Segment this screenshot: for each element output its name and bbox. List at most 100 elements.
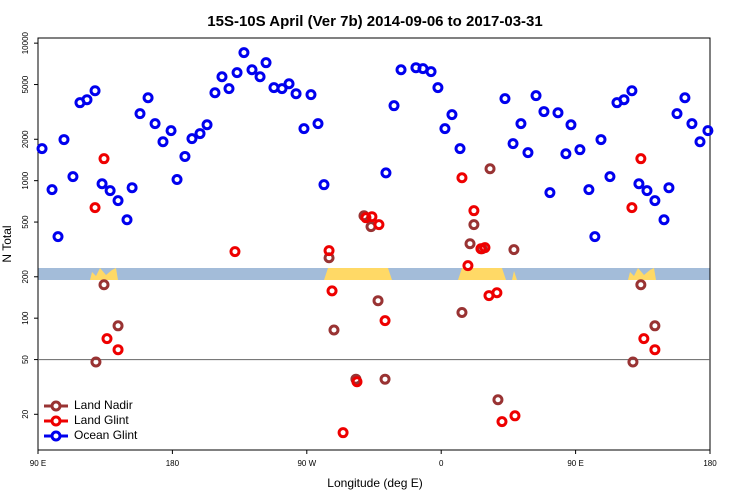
point [565, 119, 577, 131]
point [439, 123, 451, 135]
point [395, 64, 407, 76]
legend-marker [50, 430, 62, 442]
land-strip [628, 268, 656, 280]
x-tick-label: 90 E [567, 459, 583, 468]
x-tick-label: 90 E [30, 459, 46, 468]
legend-marker [50, 415, 62, 427]
point [305, 89, 317, 101]
point [238, 47, 250, 59]
y-tick-label: 50 [21, 355, 30, 364]
point [649, 344, 661, 356]
point [635, 279, 647, 291]
point [522, 147, 534, 159]
x-tick-label: 90 W [297, 459, 316, 468]
point [702, 125, 714, 137]
surface-strip [38, 268, 710, 280]
point [165, 125, 177, 137]
y-tick-label: 500 [21, 215, 30, 229]
point [499, 93, 511, 105]
point [112, 195, 124, 207]
point [90, 356, 102, 368]
point [380, 167, 392, 179]
point [583, 184, 595, 196]
point [283, 78, 295, 90]
point [101, 333, 113, 345]
point [574, 144, 586, 156]
chart-title: 15S-10S April (Ver 7b) 2014-09-06 to 201… [207, 13, 542, 30]
plot-frame [37, 37, 711, 451]
x-tick-label: 180 [703, 459, 717, 468]
point [618, 94, 630, 106]
y-tick-label: 2000 [21, 130, 30, 148]
point [366, 211, 378, 223]
legend-label: Ocean Glint [74, 428, 138, 442]
point [157, 136, 169, 148]
point [229, 246, 241, 258]
point [328, 324, 340, 336]
point [194, 128, 206, 140]
point [223, 83, 235, 95]
x-axis-label: Longitude (deg E) [327, 476, 422, 490]
point [468, 219, 480, 231]
point [112, 320, 124, 332]
point [326, 285, 338, 297]
x-tick-label: 0 [439, 459, 444, 468]
x-tick-label: 180 [166, 459, 180, 468]
point [388, 100, 400, 112]
point [216, 71, 228, 83]
point [626, 85, 638, 97]
point [209, 87, 221, 99]
y-tick-label: 5000 [21, 75, 30, 93]
point [544, 187, 556, 199]
point [649, 195, 661, 207]
point [323, 245, 335, 257]
point [98, 279, 110, 291]
point [515, 118, 527, 130]
point [360, 212, 372, 224]
point [658, 214, 670, 226]
y-tick-label: 100 [21, 311, 30, 325]
point [112, 344, 124, 356]
point [81, 94, 93, 106]
point [638, 333, 650, 345]
point [89, 85, 101, 97]
point [456, 172, 468, 184]
point [492, 394, 504, 406]
point [351, 376, 363, 388]
point [171, 173, 183, 185]
point [58, 134, 70, 146]
point [552, 107, 564, 119]
point [142, 92, 154, 104]
point [454, 143, 466, 155]
point [484, 163, 496, 175]
point [134, 108, 146, 120]
point [104, 185, 116, 197]
point [641, 185, 653, 197]
point [379, 373, 391, 385]
land-strip [458, 268, 506, 280]
point [121, 214, 133, 226]
point [337, 427, 349, 439]
point [633, 178, 645, 190]
point [446, 109, 458, 121]
point [312, 118, 324, 130]
point [635, 153, 647, 165]
point [179, 150, 191, 162]
point [89, 202, 101, 214]
point [468, 205, 480, 217]
legend-label: Land Nadir [74, 398, 133, 412]
point [671, 108, 683, 120]
point [627, 356, 639, 368]
land-strip [512, 271, 517, 280]
point [432, 82, 444, 94]
point [52, 231, 64, 243]
point [694, 136, 706, 148]
point [149, 118, 161, 130]
point [318, 179, 330, 191]
point [298, 123, 310, 135]
point [507, 138, 519, 150]
point [604, 171, 616, 183]
land-strip [90, 268, 118, 280]
point [589, 231, 601, 243]
